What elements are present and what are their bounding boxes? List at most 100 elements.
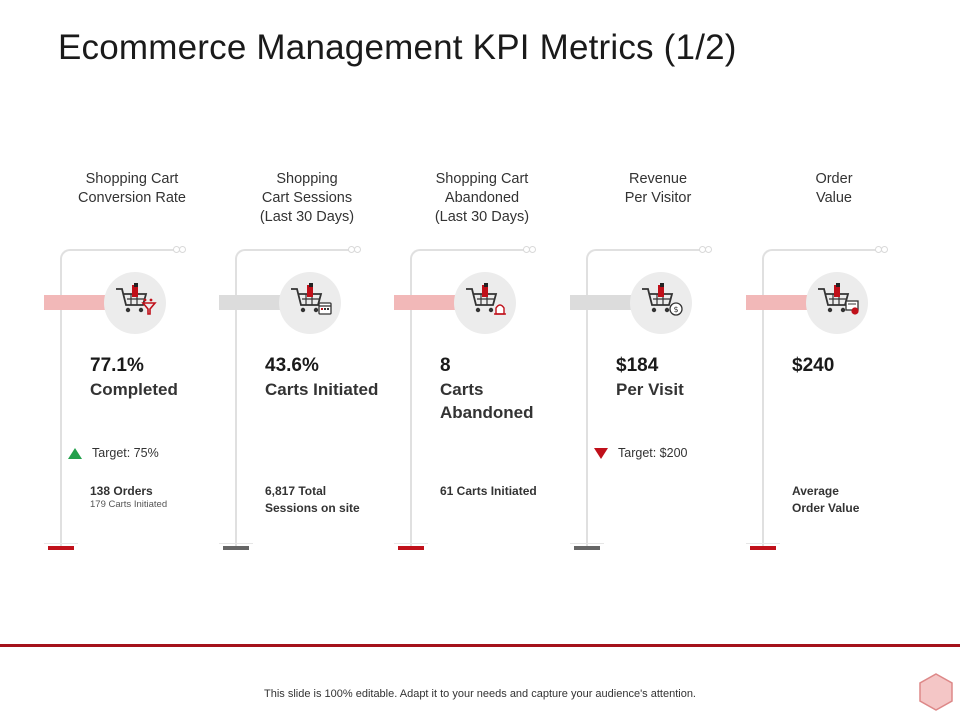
kpi-label: Carts Abandoned (440, 378, 570, 424)
icon-circle: $ (630, 272, 692, 334)
kpi-tab (394, 295, 458, 310)
kpi-card: Shopping Cart Sessions (Last 30 Days) 43.6… (219, 0, 395, 720)
base-tick (746, 543, 780, 544)
connector-line (60, 258, 62, 546)
label_lines-line: Per Visit (616, 380, 684, 399)
base-marker (574, 546, 600, 550)
triangle-down-icon (594, 447, 608, 459)
hexagon-logo-icon (919, 673, 953, 711)
icon-circle (806, 272, 868, 334)
connector-corner (235, 249, 249, 261)
connector-knob (354, 246, 361, 253)
base-tick (44, 543, 78, 544)
cart-register-icon (815, 281, 859, 326)
kpi-title: Shopping Cart Conversion Rate (54, 170, 210, 208)
connector-top (422, 249, 524, 251)
connector-corner (410, 249, 424, 261)
icon-circle (454, 272, 516, 334)
cart-bell-icon (463, 281, 507, 326)
kpi-title: Order Value (756, 170, 912, 208)
connector-line (586, 258, 588, 546)
kpi-detail: Average Order Value (792, 483, 912, 517)
kpi-detail: 6,817 Total Sessions on site (265, 483, 385, 517)
base-tick (219, 543, 253, 544)
title_lines-line: Order (815, 171, 853, 187)
title_lines-line: Shopping (276, 171, 338, 187)
connector-line (410, 258, 412, 546)
cart-funnel-icon (113, 281, 157, 326)
target-text: Target: $200 (618, 446, 688, 460)
connector-corner (762, 249, 776, 261)
title_lines-line: Revenue (628, 171, 688, 187)
title_lines-line: Per Visitor (624, 190, 692, 206)
kpi-title: Revenue Per Visitor (580, 170, 736, 208)
kpi-detail: 61 Carts Initiated (440, 483, 560, 500)
cart-dollar-icon: $ (639, 281, 683, 326)
title_lines-line: Value (815, 190, 852, 206)
page-title: Ecommerce Management KPI Metrics (1/2) (58, 28, 737, 67)
label_lines-line: Carts (440, 380, 484, 399)
bottom-divider (0, 644, 960, 647)
title_lines-line: Shopping Cart (85, 171, 179, 187)
base-marker (750, 546, 776, 550)
icon-circle (104, 272, 166, 334)
base-marker (48, 546, 74, 550)
detail_lines-line: Average (792, 484, 839, 498)
connector-top (774, 249, 876, 251)
connector-corner (60, 249, 74, 261)
label_lines-line: Carts Initiated (265, 380, 379, 399)
target-text: Target: 75% (92, 446, 159, 460)
kpi-label: Completed (90, 378, 220, 401)
icon-circle (279, 272, 341, 334)
title_lines-line: Abandoned (444, 190, 520, 206)
detail_lines-line: 6,817 Total (265, 484, 327, 498)
label_lines-line: Abandoned (440, 403, 534, 422)
kpi-value: $184 (616, 355, 659, 376)
title_lines-line: (Last 30 Days) (259, 209, 355, 225)
detail_lines-line: Sessions on site (265, 501, 360, 515)
connector-corner (586, 249, 600, 261)
kpi-title: Shopping Cart Abandoned (Last 30 Days) (404, 170, 560, 227)
base-marker (223, 546, 249, 550)
kpi-card: Order Value $240 Average Order Value (746, 0, 922, 720)
base-tick (394, 543, 428, 544)
title_lines-line: Conversion Rate (78, 190, 186, 206)
title_lines-line: (Last 30 Days) (434, 209, 530, 225)
connector-line (235, 258, 237, 546)
kpi-detail: 138 Orders (90, 483, 210, 500)
kpi-tab (746, 295, 810, 310)
kpi-card: Shopping Cart Conversion Rate 77.1% Compl… (44, 0, 220, 720)
kpi-value: 8 (440, 355, 451, 376)
connector-top (72, 249, 174, 251)
title_lines-line: Shopping Cart (435, 171, 529, 187)
kpi-label: Per Visit (616, 378, 746, 401)
cart-calendar-icon (288, 281, 332, 326)
detail_lines-line: 61 Carts Initiated (440, 484, 537, 498)
svg-text:$: $ (673, 305, 678, 314)
base-marker (398, 546, 424, 550)
connector-knob (529, 246, 536, 253)
kpi-target: Target: 75% (68, 446, 159, 460)
connector-top (598, 249, 700, 251)
title_lines-line: Cart Sessions (261, 190, 353, 206)
kpi-value: $240 (792, 355, 835, 376)
kpi-tab (219, 295, 283, 310)
kpi-detail-sub: 179 Carts Initiated (90, 499, 168, 510)
kpi-target: Target: $200 (594, 446, 688, 460)
connector-knob (179, 246, 186, 253)
connector-knob (705, 246, 712, 253)
kpi-label: Carts Initiated (265, 378, 395, 401)
footer-note: This slide is 100% editable. Adapt it to… (264, 688, 696, 700)
connector-top (247, 249, 349, 251)
triangle-up-icon (68, 447, 82, 459)
kpi-title: Shopping Cart Sessions (Last 30 Days) (229, 170, 385, 227)
connector-knob (881, 246, 888, 253)
connector-line (762, 258, 764, 546)
kpi-tab (570, 295, 634, 310)
detail_lines-line: 138 Orders (90, 484, 153, 498)
kpi-card: Shopping Cart Abandoned (Last 30 Days) 8 C… (394, 0, 570, 720)
kpi-value: 43.6% (265, 355, 319, 376)
kpi-card: Revenue Per Visitor $ $184 Per Visit Targ… (570, 0, 746, 720)
kpi-tab (44, 295, 108, 310)
kpi-value: 77.1% (90, 355, 144, 376)
